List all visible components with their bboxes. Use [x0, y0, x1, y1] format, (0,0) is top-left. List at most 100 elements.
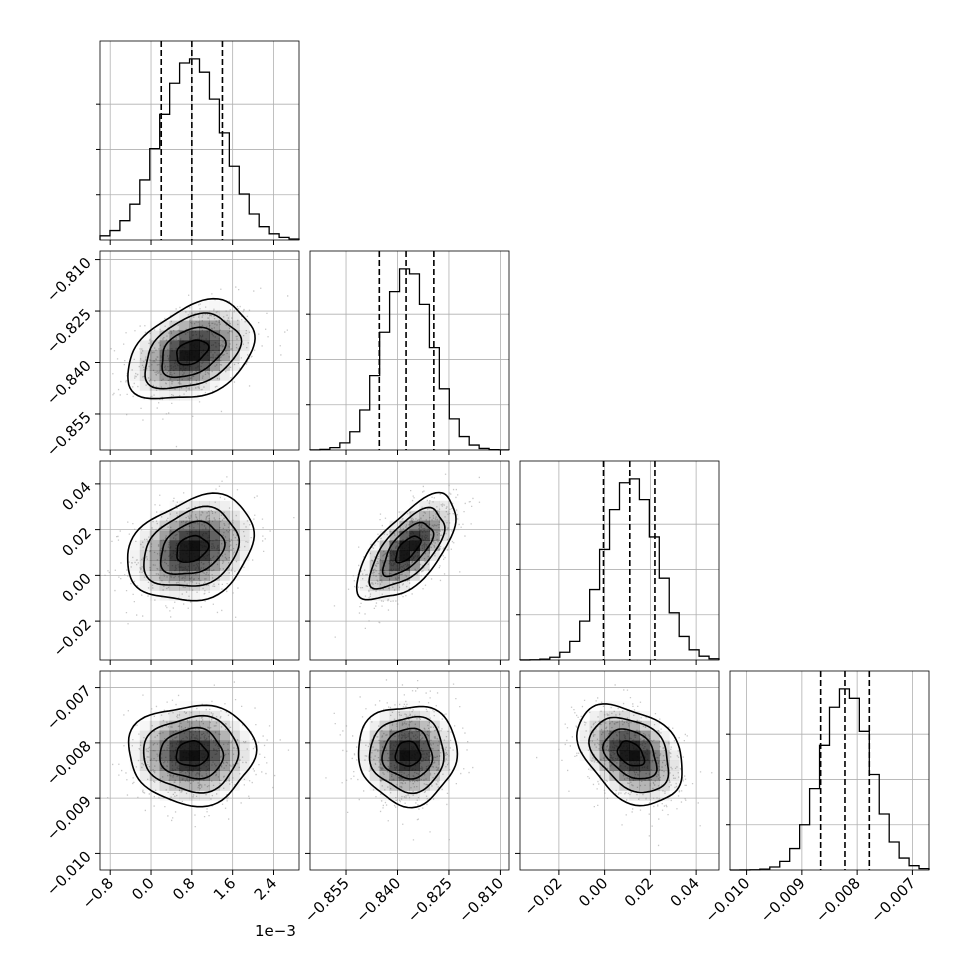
- density-cell: [229, 501, 239, 511]
- density-cell: [229, 340, 240, 351]
- density-cell: [229, 770, 240, 781]
- density-cell: [409, 570, 420, 581]
- density-cell: [199, 380, 210, 391]
- density-cell: [159, 550, 171, 561]
- density-cell: [639, 790, 650, 801]
- density-cell: [149, 380, 161, 391]
- density-cell: [639, 720, 650, 732]
- density-cell: [209, 580, 220, 591]
- density-cell: [219, 550, 230, 561]
- panel-frame: [309, 460, 510, 661]
- contour-line: [368, 506, 446, 590]
- density-cell: [179, 590, 190, 601]
- density-cell: [649, 790, 660, 801]
- density-cell: [189, 740, 200, 751]
- density-cell: [419, 790, 430, 801]
- density-cell: [229, 540, 240, 551]
- density-cell: [239, 530, 250, 541]
- density-cell: [179, 330, 190, 341]
- x-axis-0: [109, 240, 274, 245]
- density-cell: [419, 520, 430, 532]
- density-cell: [169, 340, 180, 351]
- density-cell: [589, 750, 600, 761]
- density-cell: [359, 570, 371, 581]
- density-cell: [389, 790, 400, 801]
- density-cell: [609, 720, 620, 732]
- x-tick-label: 0.0: [128, 874, 158, 904]
- contour-line: [588, 716, 670, 794]
- density-cell: [189, 350, 200, 361]
- density-cell: [619, 730, 630, 742]
- density-cell: [599, 720, 610, 732]
- density-cell: [589, 760, 600, 771]
- density-cell: [239, 740, 250, 751]
- density-cell: [389, 740, 400, 751]
- density-cell: [599, 710, 610, 722]
- density-cell: [659, 760, 670, 771]
- contour-line: [395, 535, 422, 564]
- density-cell: [199, 350, 210, 361]
- contour-line: [175, 339, 210, 366]
- histogram-line: [309, 268, 510, 451]
- density-cell: [399, 770, 410, 781]
- density-cell: [209, 370, 220, 381]
- density-cell: [139, 560, 151, 571]
- density-cell: [629, 750, 640, 761]
- density-cell: [409, 750, 420, 761]
- density-cell: [209, 340, 220, 351]
- density-cell: [149, 370, 161, 381]
- density-cell: [149, 540, 161, 551]
- density-cell: [169, 770, 180, 781]
- density-cell: [159, 530, 171, 541]
- density-cell: [619, 720, 630, 732]
- density-cell: [409, 740, 420, 751]
- density-cell: [639, 750, 650, 761]
- density-cell: [179, 780, 190, 791]
- contour-line: [355, 491, 457, 601]
- density-cell: [149, 550, 161, 561]
- x-tick-label: 0.00: [575, 874, 611, 910]
- x-axis-0: −0.8 0.0 0.8 1.6 2.4: [79, 870, 281, 913]
- panel-frame: [99, 40, 300, 241]
- density-cell: [179, 510, 190, 522]
- density-cell: [149, 730, 161, 742]
- density-cell: [359, 760, 371, 771]
- x-tick-label: −0.02: [520, 874, 565, 919]
- density-cell: [209, 790, 220, 801]
- x-tick-label: −0.810: [455, 874, 507, 926]
- density-cell: [429, 510, 440, 522]
- density-cell: [389, 730, 400, 742]
- density-cell: [179, 540, 190, 551]
- y-tick-label: 0.04: [58, 478, 94, 514]
- panel-frame: [729, 670, 930, 871]
- density-cell: [209, 330, 220, 341]
- density-cell: [169, 750, 180, 761]
- density-cell: [179, 340, 190, 351]
- density-cell: [219, 340, 230, 351]
- density-cell: [189, 310, 200, 322]
- density-cell: [419, 750, 430, 761]
- density-cell: [409, 540, 420, 551]
- density-cell: [599, 740, 610, 751]
- density-cell: [229, 720, 240, 732]
- density-cell: [179, 560, 190, 571]
- density-cell: [189, 730, 200, 742]
- x-tick-label: 2.4: [251, 874, 281, 904]
- density-cell: [219, 500, 230, 512]
- density-cell: [169, 510, 180, 522]
- density-cell: [609, 780, 620, 791]
- histogram-panel-3: [726, 670, 930, 871]
- density-cell: [649, 740, 660, 751]
- density-cell: [179, 360, 190, 371]
- x-axis-2: [558, 660, 697, 665]
- density-cell: [449, 741, 459, 751]
- density-cell: [389, 720, 400, 732]
- density-cell: [239, 330, 250, 341]
- panel-frame: [519, 670, 720, 871]
- density-cell: [409, 760, 420, 771]
- y-axis-3: [305, 687, 310, 854]
- density-cell: [239, 350, 250, 361]
- density-cell: [139, 380, 151, 391]
- density-cell: [629, 730, 640, 742]
- histogram-line: [99, 58, 300, 240]
